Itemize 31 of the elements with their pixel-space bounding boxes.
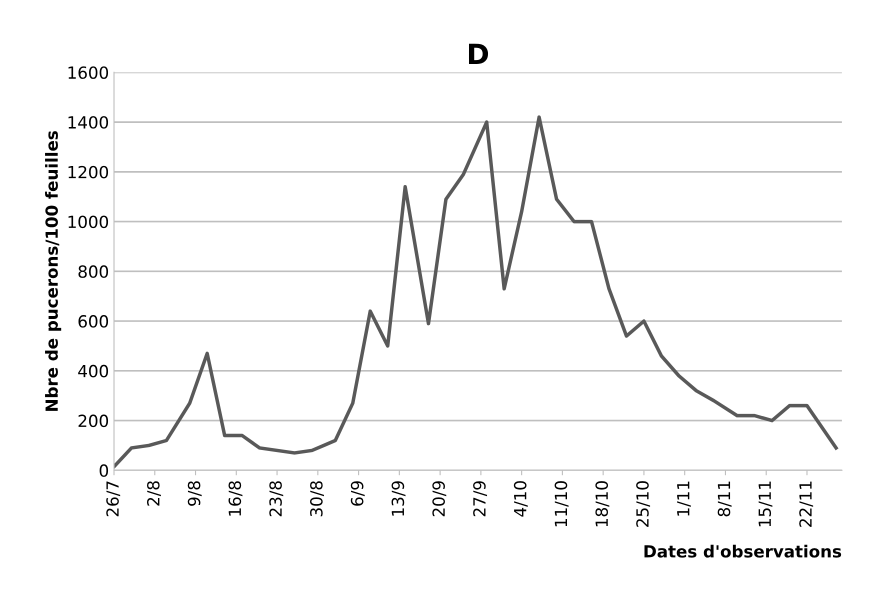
x-tick-label: 1/11	[677, 482, 691, 516]
x-tick-label: 6/9	[350, 481, 365, 506]
y-tick-label: 200	[78, 414, 108, 428]
y-tick-label: 1000	[68, 216, 108, 228]
x-tick-label: 8/11	[718, 482, 732, 516]
x-tick-label: 13/9	[392, 481, 406, 516]
x-tick-label: 9/8	[188, 481, 202, 506]
chart-title: D	[468, 44, 488, 64]
x-tick-label: 20/9	[432, 481, 446, 516]
x-tick-label: 26/7	[106, 481, 120, 516]
y-tick-label: 0	[100, 464, 108, 477]
y-tick-label: 400	[78, 364, 108, 378]
x-tick-label: 4/10	[514, 481, 528, 517]
x-tick-label: 15/11	[758, 482, 772, 526]
y-tick-label: 1400	[68, 116, 108, 129]
x-tick-label: 2/8	[147, 481, 161, 506]
x-tick-label: 23/8	[269, 481, 284, 516]
y-axis-title: Nbre de pucerons/100 feuilles	[45, 131, 62, 411]
y-tick-label: 800	[78, 265, 108, 278]
x-tick-label: 11/10	[554, 481, 569, 526]
x-tick-label: 30/8	[310, 481, 324, 516]
y-tick-label: 1200	[68, 166, 108, 178]
x-tick-label: 27/9	[473, 481, 488, 516]
y-tick-label: 1600	[68, 66, 108, 79]
line-series	[114, 115, 838, 468]
x-tick-label: 22/11	[799, 482, 814, 527]
x-tick-label: 25/10	[636, 481, 650, 527]
x-tick-label: 16/8	[228, 481, 242, 516]
x-axis-title: Dates d'observations	[644, 544, 842, 558]
y-tick-label: 600	[78, 315, 108, 328]
x-tick-label: 18/10	[595, 481, 610, 526]
